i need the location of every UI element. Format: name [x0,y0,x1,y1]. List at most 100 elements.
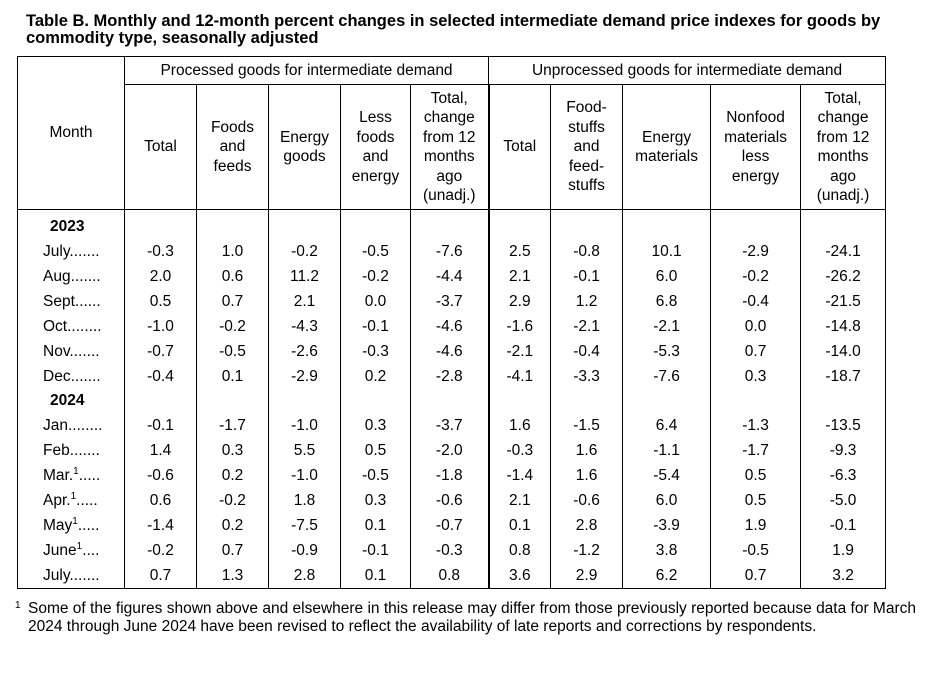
header-line: goods [283,148,326,165]
value-cell: -1.0 [268,463,341,488]
year-label: 2023 [50,218,85,235]
unprocessed-energy-materials-header: Energy materials [622,84,711,210]
value-cell: -1.8 [409,463,489,488]
value-cell: 2.0 [124,264,197,289]
value-cell: 0.7 [196,289,269,314]
processed-12-month-change-header: Total, change from 12 months ago (unadj.) [409,84,489,210]
value-cell: 10.1 [622,239,711,264]
value-cell: -5.3 [622,339,711,364]
value-cell: -1.0 [268,413,341,438]
header-line: stuffs [568,118,605,136]
value-cell: 11.2 [268,264,341,289]
footnote-ref: 1 [76,540,83,552]
value-cell: -0.1 [124,413,197,438]
table-row: Mar.1..... -0.6 0.2 -1.0 -0.5 -1.8 -1.4 1.6 -5.4… [18,463,886,488]
header-line: less [741,148,770,165]
month-cell: July....... [43,566,100,584]
value-cell: 0.0 [710,314,801,339]
value-cell: 0.6 [124,488,197,513]
processed-less-foods-energy-header: Less foods and energy [340,84,411,210]
value-cell: 0.7 [124,563,197,589]
value-cell: -0.6 [124,463,197,488]
value-cell: 0.8 [487,538,551,563]
value-cell: -2.1 [487,339,551,364]
value-cell: -21.5 [800,289,886,314]
header-line: and [362,148,389,165]
value-cell: -0.4 [710,289,801,314]
value-cell: -4.6 [409,314,489,339]
table-row: Nov....... -0.7 -0.5 -2.6 -0.3 -4.6 -2.1 -0.4 -5… [18,339,886,364]
unprocessed-nonfood-materials-header: Nonfood materials less energy [710,84,801,210]
footnote-ref: 1 [72,515,78,527]
header-line: Nonfood [726,109,785,126]
value-cell: -0.3 [340,339,411,364]
processed-foods-feeds-header: Foods and feeds [196,84,269,210]
month-cell: Feb....... [43,441,100,459]
value-cell: -0.2 [196,488,269,513]
header-line: foods [356,128,395,146]
header-line: Energy [279,128,330,146]
value-cell: 0.5 [710,488,801,513]
value-cell: 2.1 [487,488,551,513]
month-cell: Oct........ [43,317,102,335]
processed-goods-group-header: Processed goods for intermediate demand [123,56,489,85]
header-line: (unadj.) [422,187,476,204]
value-cell: -3.7 [409,413,489,438]
header-line: feed- [568,157,605,175]
header-line: energy [731,167,780,185]
header-line: ago [830,167,856,185]
value-cell: -0.8 [550,239,623,264]
header-line: (unadj.) [816,187,870,204]
value-cell: -24.1 [800,239,886,264]
value-cell: -5.4 [622,463,711,488]
table-row: Sept...... 0.5 0.7 2.1 0.0 -3.7 2.9 1.2 6.8 -0.4-… [18,289,886,314]
value-cell: -4.3 [268,314,341,339]
processed-energy-goods-header: Energy goods [268,84,341,210]
header-line: change [423,109,475,126]
value-cell: 0.3 [710,364,801,389]
value-cell: -2.1 [622,314,711,339]
header-line: and [573,138,600,156]
month-cell: July....... [43,242,100,260]
table-row: Feb....... 1.4 0.3 5.5 0.5 -2.0 -0.3 1.6 -1.1 -1.… [18,438,886,463]
value-cell: -0.4 [550,339,623,364]
value-cell: 2.9 [550,563,623,589]
month-cell: Mar.1..... [43,465,101,484]
value-cell: 1.3 [196,563,269,589]
value-cell: -9.3 [800,438,886,463]
header-line: Energy [641,128,692,146]
value-cell: 0.8 [409,563,489,589]
header-line: Foods [210,118,255,136]
value-cell: 3.6 [487,563,551,589]
value-cell: -0.1 [340,314,411,339]
value-cell: -2.9 [710,239,801,264]
value-cell: 1.6 [550,438,623,463]
value-cell: 0.3 [340,413,411,438]
header-line: change [817,109,869,126]
value-cell: -5.0 [800,488,886,513]
value-cell: 1.8 [268,488,341,513]
value-cell: 1.2 [550,289,623,314]
value-cell: 2.5 [487,239,551,264]
month-cell: Aug....... [43,267,101,285]
table-row: June1.... -0.2 0.7 -0.9 -0.1 -0.3 0.8 -1.2 3.8 -0… [18,538,886,563]
value-cell: -0.2 [340,264,411,289]
value-cell: -4.6 [409,339,489,364]
value-cell: 6.0 [622,488,711,513]
table-title: Table B. Monthly and 12-month percent ch… [26,12,881,47]
unprocessed-total-header: Total [487,84,551,210]
value-cell: -0.1 [340,538,411,563]
value-cell: 0.1 [487,513,551,538]
value-cell: -0.6 [550,488,623,513]
table-row: May1..... -1.4 0.2 -7.5 0.1 -0.7 0.1 2.8 -3.9 1.9… [18,513,886,538]
value-cell: 0.5 [710,463,801,488]
value-cell: -4.4 [409,264,489,289]
value-cell: -0.1 [800,513,886,538]
value-cell: -2.9 [268,364,341,389]
header-line: ago [436,167,463,185]
table-row: July....... 0.7 1.3 2.8 0.1 0.8 3.6 2.9 6.2 0.7 3.… [18,563,886,589]
value-cell: 2.1 [268,289,341,314]
value-cell: 1.9 [710,513,801,538]
value-cell: -0.5 [710,538,801,563]
value-cell: 2.8 [550,513,623,538]
